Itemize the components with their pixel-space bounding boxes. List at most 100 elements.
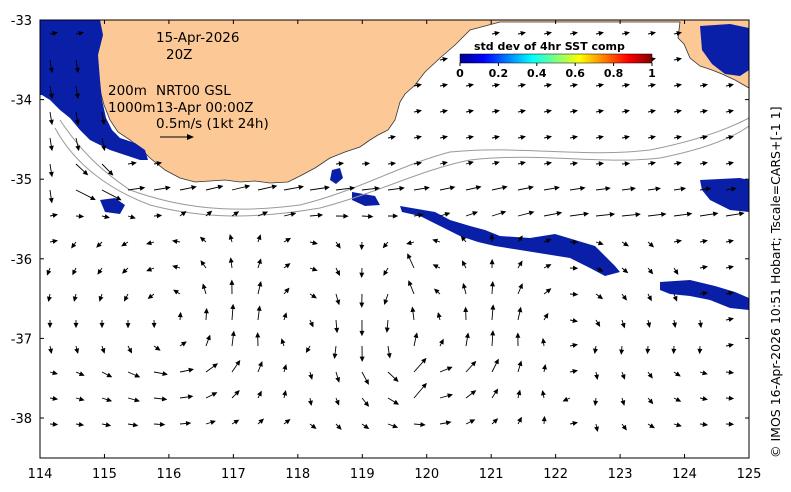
current-arrow bbox=[595, 108, 605, 114]
hour-label: 20Z bbox=[166, 47, 192, 63]
current-arrow bbox=[725, 134, 735, 140]
current-arrow bbox=[199, 236, 207, 243]
current-arrow bbox=[673, 238, 683, 244]
sst-patch-band2 bbox=[400, 206, 620, 276]
current-arrow bbox=[282, 390, 288, 399]
current-arrow bbox=[699, 211, 719, 217]
current-arrow bbox=[49, 370, 58, 376]
current-arrow bbox=[647, 108, 657, 114]
current-arrow bbox=[620, 319, 626, 329]
current-arrow bbox=[257, 184, 278, 191]
current-arrow bbox=[309, 266, 318, 272]
current-arrow bbox=[335, 423, 342, 430]
current-arrow bbox=[75, 396, 85, 402]
x-tick-label: 114 bbox=[28, 467, 53, 482]
current-arrow bbox=[230, 303, 236, 321]
scale-arrow bbox=[160, 134, 194, 140]
x-tick-label: 120 bbox=[414, 467, 439, 482]
current-arrow bbox=[147, 293, 155, 300]
current-arrow bbox=[172, 264, 181, 270]
current-arrow bbox=[491, 82, 501, 88]
current-arrow bbox=[595, 186, 611, 192]
current-arrow bbox=[125, 319, 131, 329]
current-arrow bbox=[595, 293, 604, 300]
contour-1000m bbox=[54, 125, 749, 217]
current-arrow bbox=[231, 184, 251, 191]
current-arrow bbox=[101, 422, 112, 428]
x-tick-label: 118 bbox=[285, 467, 310, 482]
current-arrow bbox=[490, 281, 495, 295]
current-arrow bbox=[595, 266, 604, 272]
current-arrow bbox=[121, 267, 129, 274]
current-arrow bbox=[620, 397, 626, 406]
current-arrow bbox=[48, 85, 54, 100]
current-arrow bbox=[569, 265, 579, 271]
current-arrow bbox=[359, 241, 365, 251]
current-arrow bbox=[699, 134, 709, 140]
current-arrow bbox=[127, 345, 133, 354]
current-arrow bbox=[335, 185, 356, 191]
current-arrow bbox=[543, 264, 552, 269]
current-arrow bbox=[231, 211, 240, 217]
current-arrow bbox=[439, 56, 449, 62]
current-arrow bbox=[48, 59, 54, 74]
current-arrow bbox=[413, 332, 419, 347]
current-arrow bbox=[408, 280, 415, 295]
current-arrow bbox=[171, 239, 181, 244]
current-arrow bbox=[671, 345, 677, 355]
current-arrow bbox=[439, 420, 452, 426]
current-arrow bbox=[97, 267, 103, 275]
y-tick-label: -38 bbox=[11, 412, 32, 427]
current-arrow bbox=[593, 397, 599, 407]
current-arrow bbox=[621, 30, 631, 36]
current-arrow bbox=[96, 241, 103, 248]
current-arrow bbox=[595, 161, 605, 167]
current-arrow bbox=[257, 390, 262, 399]
current-arrow bbox=[153, 185, 171, 191]
current-arrow bbox=[595, 319, 601, 328]
x-tick-label: 121 bbox=[479, 467, 504, 482]
current-arrow bbox=[309, 293, 317, 299]
current-arrow bbox=[672, 319, 677, 329]
y-tick-label: -37 bbox=[11, 332, 32, 347]
current-arrow bbox=[205, 334, 211, 347]
current-arrow bbox=[543, 312, 549, 321]
current-arrow bbox=[517, 210, 535, 217]
current-arrow bbox=[621, 134, 631, 140]
current-arrow bbox=[74, 111, 80, 126]
current-arrow bbox=[621, 161, 631, 167]
current-arrow bbox=[540, 389, 546, 399]
isobath-1000-label: 1000m bbox=[108, 100, 156, 116]
current-arrow bbox=[621, 186, 636, 192]
current-arrow bbox=[153, 371, 168, 377]
current-arrow bbox=[205, 210, 213, 217]
current-arrow bbox=[335, 371, 341, 383]
current-arrow bbox=[335, 161, 345, 167]
date-label: 15-Apr-2026 bbox=[156, 30, 239, 46]
current-arrow bbox=[257, 211, 269, 217]
current-arrow bbox=[256, 234, 262, 243]
current-arrow bbox=[46, 267, 52, 276]
current-arrow bbox=[75, 163, 89, 176]
current-arrow bbox=[48, 111, 54, 126]
current-arrow bbox=[461, 260, 467, 269]
current-arrow bbox=[231, 390, 240, 399]
current-arrow bbox=[439, 82, 449, 88]
current-arrow bbox=[257, 281, 263, 295]
x-tick-label: 115 bbox=[92, 467, 117, 482]
current-arrow bbox=[673, 397, 682, 402]
current-arrow bbox=[645, 345, 651, 355]
colorbar-tick-label: 0.6 bbox=[565, 67, 585, 80]
current-arrow bbox=[257, 418, 265, 425]
current-arrow bbox=[153, 421, 166, 427]
current-arrow bbox=[127, 160, 137, 166]
current-arrow bbox=[697, 319, 703, 329]
current-arrow bbox=[359, 267, 365, 278]
current-arrow bbox=[72, 267, 77, 276]
current-arrow bbox=[699, 264, 709, 270]
current-arrow bbox=[387, 423, 399, 429]
current-arrow bbox=[74, 345, 80, 354]
current-arrow bbox=[49, 238, 59, 244]
current-arrow bbox=[543, 288, 552, 295]
current-arrow bbox=[127, 214, 136, 220]
